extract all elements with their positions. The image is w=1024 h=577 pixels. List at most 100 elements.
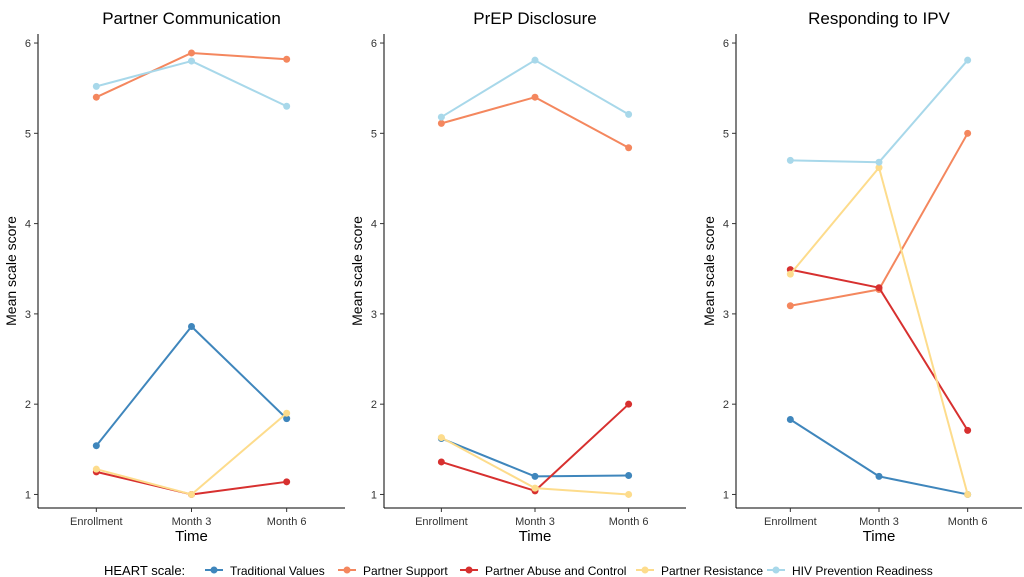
data-point (625, 471, 633, 479)
data-point (283, 102, 291, 110)
y-tick-label: 5 (25, 128, 31, 140)
data-point (625, 110, 633, 118)
series-traditional-values (786, 416, 972, 498)
panel-title: Responding to IPV (808, 9, 950, 28)
y-tick-label: 3 (723, 309, 729, 321)
series-partner-support (786, 129, 972, 310)
legend-key-point (772, 566, 780, 574)
panel-2: 1 2 3 4 5 6 Enrollment Month 3 Month 6 PrEP Discl… (349, 9, 686, 545)
legend: HEART scale: Traditional Values Partner S… (104, 563, 933, 577)
legend-label: Partner Support (363, 564, 448, 577)
data-point (625, 400, 633, 408)
data-point (437, 434, 445, 442)
series-line (789, 418, 968, 496)
data-point (625, 144, 633, 152)
legend-title: HEART scale: (104, 563, 185, 577)
x-tick-label: Month 3 (515, 516, 555, 528)
y-tick-label: 5 (371, 128, 377, 140)
y-axis-label: Mean scale score (3, 216, 19, 326)
legend-label: HIV Prevention Readiness (792, 564, 933, 577)
data-point (188, 49, 195, 57)
data-point (531, 56, 539, 64)
data-point (92, 82, 100, 90)
x-axis-label: Time (863, 528, 896, 545)
data-point (437, 458, 445, 466)
series-traditional-values (437, 434, 633, 480)
data-point (875, 164, 883, 172)
y-tick-label: 2 (723, 399, 729, 411)
series-line (440, 59, 630, 118)
legend-label: Partner Resistance (661, 564, 763, 577)
series-line (790, 268, 969, 431)
panel-title: PrEP Disclosure (473, 9, 596, 28)
x-axis-label: Time (175, 528, 208, 545)
legend-items: Traditional Values Partner Support Partner… (205, 564, 933, 577)
data-point (283, 478, 291, 486)
panel-title: Partner Communication (102, 9, 281, 28)
legend-label: Partner Abuse and Control (485, 564, 626, 577)
data-point (786, 302, 794, 310)
series-hiv-prevention-readiness (437, 56, 633, 121)
data-point (92, 93, 100, 101)
y-axis-label: Mean scale score (349, 216, 365, 326)
y-tick-label: 6 (723, 38, 729, 50)
data-point (875, 284, 883, 292)
series-hiv-prevention-readiness (786, 56, 972, 166)
y-tick-label: 4 (723, 219, 729, 231)
data-point (786, 416, 794, 424)
series-line (95, 325, 288, 447)
data-point (964, 490, 972, 498)
x-axis-label: Time (519, 528, 552, 545)
series-partner-support (437, 93, 633, 152)
series-partner-resistance (437, 434, 633, 498)
x-tick-label: Enrollment (764, 516, 817, 528)
legend-item: Partner Abuse and Control (460, 564, 626, 577)
data-point (531, 472, 539, 480)
x-tick-label: Month 3 (859, 516, 899, 528)
series-line (441, 96, 630, 149)
y-tick-label: 1 (723, 489, 729, 501)
data-point (92, 442, 100, 450)
series-partner-abuse-and-control (437, 400, 633, 495)
x-tick-label: Month 6 (948, 516, 988, 528)
y-tick-label: 4 (371, 219, 377, 231)
series-traditional-values (92, 323, 291, 450)
series-partner-resistance (92, 409, 291, 498)
series-line (96, 412, 288, 496)
data-point (437, 113, 445, 121)
x-tick-label: Month 3 (172, 516, 212, 528)
data-point (964, 129, 972, 137)
legend-item: HIV Prevention Readiness (767, 564, 933, 577)
y-tick-label: 1 (371, 489, 377, 501)
y-tick-label: 6 (25, 38, 31, 50)
data-point (283, 409, 291, 417)
data-point (531, 484, 539, 492)
x-tick-label: Enrollment (415, 516, 468, 528)
legend-item: Partner Resistance (636, 564, 763, 577)
x-tick-label: Month 6 (609, 516, 649, 528)
legend-key-point (210, 566, 218, 574)
x-tick-label: Month 6 (267, 516, 307, 528)
data-point (786, 270, 794, 278)
data-point (875, 158, 883, 166)
panel-1: 1 2 3 4 5 6 Enrollment Month 3 Month 6 Partner Co… (3, 9, 345, 545)
data-point (283, 415, 291, 423)
x-tick-label: Enrollment (70, 516, 123, 528)
y-tick-label: 4 (25, 219, 31, 231)
y-axis-label: Mean scale score (701, 216, 717, 326)
y-tick-label: 5 (723, 128, 729, 140)
data-point (786, 156, 794, 164)
series-partner-support (92, 49, 291, 101)
y-tick-label: 3 (25, 309, 31, 321)
legend-label: Traditional Values (230, 564, 325, 577)
series-line (789, 166, 969, 495)
y-tick-label: 1 (25, 489, 31, 501)
data-point (875, 472, 883, 480)
data-point (188, 323, 195, 331)
legend-key-point (343, 566, 351, 574)
data-point (437, 119, 445, 127)
data-point (531, 93, 539, 101)
y-tick-label: 2 (371, 399, 377, 411)
data-point (625, 490, 633, 498)
